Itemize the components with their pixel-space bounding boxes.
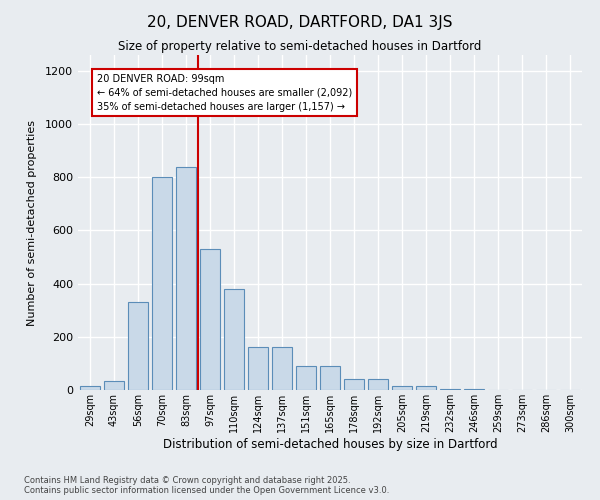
Bar bbox=[176, 166, 196, 390]
Bar bbox=[368, 380, 388, 390]
Bar bbox=[296, 366, 316, 390]
Bar bbox=[104, 380, 124, 390]
Bar bbox=[392, 386, 412, 390]
Bar bbox=[464, 388, 484, 390]
Bar bbox=[344, 380, 364, 390]
Bar bbox=[440, 388, 460, 390]
Bar bbox=[80, 386, 100, 390]
Text: 20, DENVER ROAD, DARTFORD, DA1 3JS: 20, DENVER ROAD, DARTFORD, DA1 3JS bbox=[147, 15, 453, 30]
Bar bbox=[248, 348, 268, 390]
Bar bbox=[200, 249, 220, 390]
Y-axis label: Number of semi-detached properties: Number of semi-detached properties bbox=[26, 120, 37, 326]
Text: Size of property relative to semi-detached houses in Dartford: Size of property relative to semi-detach… bbox=[118, 40, 482, 53]
Bar bbox=[224, 289, 244, 390]
Bar bbox=[128, 302, 148, 390]
Bar bbox=[152, 178, 172, 390]
Bar bbox=[416, 386, 436, 390]
Bar bbox=[272, 348, 292, 390]
Text: 20 DENVER ROAD: 99sqm
← 64% of semi-detached houses are smaller (2,092)
35% of s: 20 DENVER ROAD: 99sqm ← 64% of semi-deta… bbox=[97, 74, 352, 112]
X-axis label: Distribution of semi-detached houses by size in Dartford: Distribution of semi-detached houses by … bbox=[163, 438, 497, 450]
Bar bbox=[320, 366, 340, 390]
Text: Contains HM Land Registry data © Crown copyright and database right 2025.
Contai: Contains HM Land Registry data © Crown c… bbox=[24, 476, 389, 495]
